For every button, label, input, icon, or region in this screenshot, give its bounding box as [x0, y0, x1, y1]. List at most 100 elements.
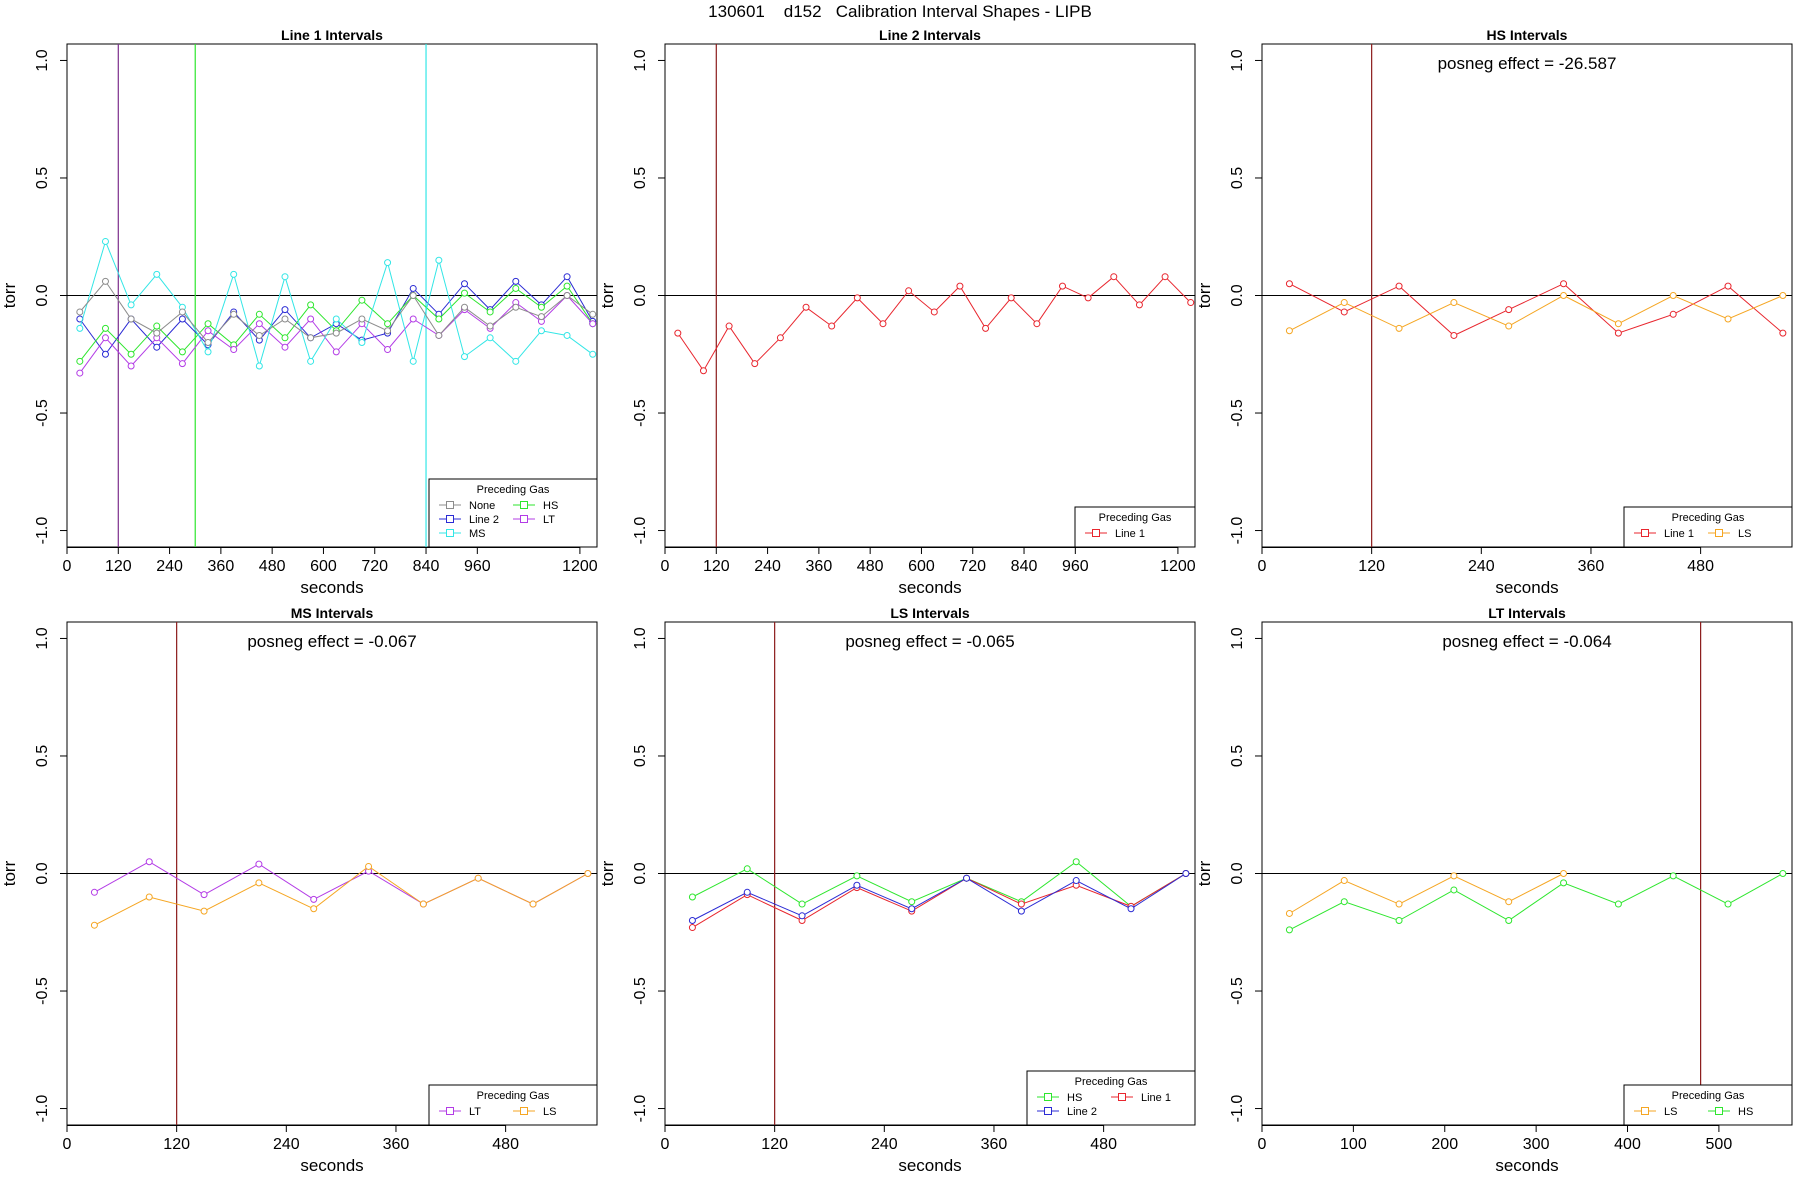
x-axis-label: seconds — [898, 578, 961, 597]
data-point — [908, 905, 916, 913]
data-point — [1560, 292, 1568, 299]
x-tick-label: 360 — [981, 1136, 1008, 1153]
x-tick-label: 840 — [413, 558, 440, 575]
data-point — [384, 320, 392, 328]
x-tick-label: 120 — [163, 1136, 190, 1153]
legend-entry: LS — [1634, 1106, 1677, 1118]
legend-box — [1026, 1070, 1196, 1126]
x-tick-label: 480 — [857, 558, 884, 575]
data-point — [537, 313, 545, 321]
data-point — [512, 303, 520, 311]
y-axis-label: torr — [1195, 282, 1214, 308]
data-point — [409, 292, 417, 299]
x-tick-label: 120 — [761, 1136, 788, 1153]
data-point — [589, 320, 597, 328]
data-point — [1724, 282, 1732, 290]
data-point — [802, 303, 810, 311]
data-point — [589, 310, 597, 318]
data-point — [76, 308, 84, 316]
y-tick-label: 1.0 — [632, 49, 649, 71]
data-point — [1450, 331, 1458, 339]
x-tick-label: 0 — [1258, 1136, 1267, 1153]
x-tick-label: 360 — [806, 558, 833, 575]
data-point — [90, 888, 98, 896]
data-point — [1187, 299, 1195, 307]
legend-entry: LS — [1708, 528, 1751, 540]
data-point — [563, 331, 571, 339]
data-point — [963, 874, 971, 882]
y-tick-label: 0.0 — [632, 284, 649, 306]
data-point — [1285, 909, 1293, 917]
data-point — [178, 308, 186, 316]
data-point — [178, 315, 186, 323]
data-point — [384, 327, 392, 335]
series-none — [76, 277, 597, 347]
legend: Preceding Gas HS Line 1 Line 2 — [1026, 1070, 1196, 1126]
posneg-annotation: posneg effect = -0.065 — [845, 632, 1014, 651]
series-line — [94, 861, 589, 905]
x-tick-label: 0 — [1258, 558, 1267, 575]
legend-marker — [1044, 1093, 1052, 1101]
data-point — [461, 289, 468, 297]
series-line — [692, 873, 1187, 929]
x-tick-label: 500 — [1706, 1136, 1733, 1153]
data-point — [879, 320, 887, 328]
x-tick-label: 720 — [959, 558, 986, 575]
x-tick-label: 200 — [1431, 1136, 1458, 1153]
data-point — [743, 888, 751, 896]
series-line — [94, 865, 589, 926]
data-point — [281, 273, 289, 281]
legend-entry: HS — [513, 500, 558, 512]
y-tick-label: 0.5 — [632, 745, 649, 767]
legend-title: Preceding Gas — [1672, 1090, 1745, 1102]
x-tick-label: 240 — [156, 558, 183, 575]
figure-title: 130601 d152 Calibration Interval Shapes … — [708, 2, 1092, 21]
data-point — [1395, 282, 1403, 290]
legend-marker — [520, 515, 528, 523]
series-line — [1289, 294, 1784, 332]
x-tick-label: 120 — [1358, 558, 1385, 575]
data-point — [1505, 322, 1513, 330]
data-point — [828, 322, 836, 330]
data-point — [853, 872, 861, 880]
x-tick-label: 300 — [1523, 1136, 1550, 1153]
legend-marker — [446, 515, 454, 523]
data-point — [1340, 898, 1348, 906]
legend-box — [428, 1084, 598, 1126]
series-ls — [90, 862, 592, 929]
series-line — [677, 275, 1192, 372]
data-point — [1724, 315, 1732, 323]
data-point — [982, 324, 990, 332]
y-axis-label: torr — [0, 282, 19, 308]
data-point — [461, 280, 468, 288]
data-point — [1340, 299, 1348, 307]
data-point — [127, 362, 135, 370]
series-line — [692, 873, 1187, 921]
x-tick-label: 400 — [1614, 1136, 1641, 1153]
x-axis-label: seconds — [1495, 1156, 1558, 1175]
x-tick-label: 720 — [361, 558, 388, 575]
posneg-annotation: posneg effect = -0.064 — [1442, 632, 1611, 651]
x-tick-label: 960 — [464, 558, 491, 575]
x-tick-label: 240 — [1468, 558, 1495, 575]
panel-title: HS Intervals — [1487, 27, 1568, 43]
panel-title: Line 1 Intervals — [281, 27, 383, 43]
data-point — [365, 862, 373, 870]
x-tick-label: 0 — [661, 558, 670, 575]
data-point — [725, 322, 733, 330]
data-point — [584, 870, 592, 877]
legend-title: Preceding Gas — [1099, 512, 1172, 524]
legend-marker — [446, 1107, 454, 1115]
series-hs — [1285, 870, 1787, 934]
chart-panel-3: HS Intervals 0 120 240 360 480 seconds -1.0 -0.5… — [1195, 27, 1793, 597]
series-hs — [688, 858, 1190, 910]
data-point — [474, 874, 482, 882]
data-point — [1395, 900, 1403, 908]
data-point — [127, 301, 135, 309]
y-tick-label: -0.5 — [1229, 977, 1246, 1005]
legend-marker — [1118, 1093, 1126, 1101]
y-axis-label: torr — [598, 282, 617, 308]
legend-label: LS — [543, 1106, 556, 1118]
y-tick-label: 0.5 — [34, 167, 51, 189]
